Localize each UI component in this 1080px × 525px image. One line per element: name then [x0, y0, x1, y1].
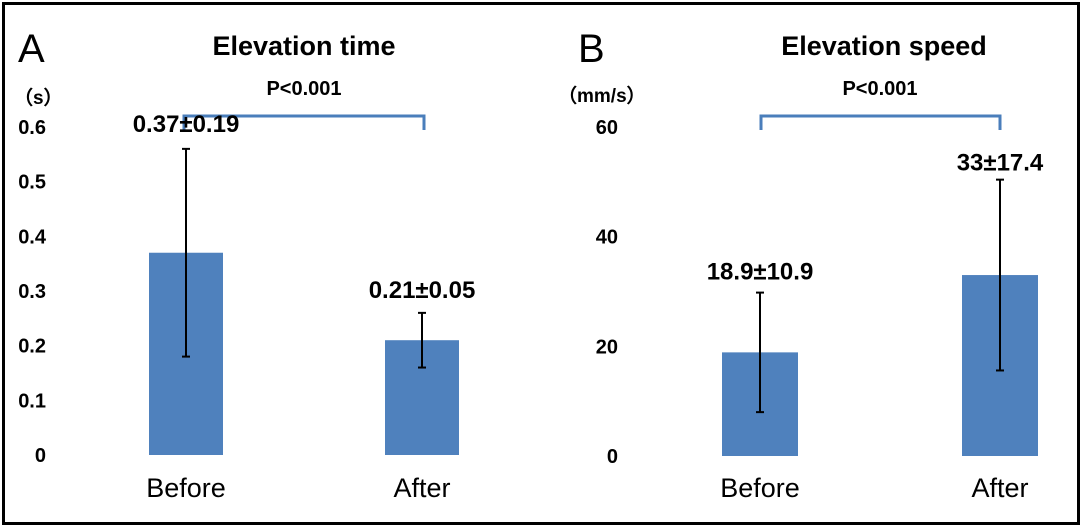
- panel-a-ytick-label: 0: [35, 445, 46, 467]
- panel-b-category-label: Before: [720, 473, 800, 503]
- panel-b-ytick-label: 40: [596, 227, 618, 249]
- panel-b-marks: 0 20 40 60 18.9±10.9 Before 33±17.4 After: [596, 114, 1044, 503]
- panel-a-category-label: Before: [146, 473, 226, 503]
- panel-a-data-label: 0.37±0.19: [133, 111, 240, 138]
- panel-a: A Elevation time P<0.001 （s） 00.10.20.30…: [14, 27, 475, 503]
- panel-b-significance-bracket: [759, 114, 1002, 130]
- panel-b-y-unit: （mm/s）: [558, 84, 646, 107]
- panel-b-ytick-label: 20: [596, 336, 618, 358]
- panel-b-data-label: 33±17.4: [957, 150, 1044, 177]
- panel-b-letter: B: [578, 27, 605, 71]
- panel-b: B Elevation speed P<0.001 （mm/s） 0 20 40 60…: [558, 27, 1044, 503]
- panel-a-ytick-label: 0.6: [18, 117, 46, 139]
- panel-a-pvalue: P<0.001: [266, 78, 341, 100]
- panel-a-significance-bracket: [182, 114, 426, 130]
- panel-b-pvalue: P<0.001: [842, 78, 917, 100]
- panel-b-data-label: 18.9±10.9: [707, 259, 814, 286]
- panel-a-ytick-label: 0.2: [18, 336, 46, 358]
- panel-a-ytick-label: 0.5: [18, 172, 46, 194]
- panel-b-ytick-label: 0: [607, 446, 618, 468]
- panel-b-title: Elevation speed: [781, 31, 987, 61]
- panel-a-ytick-label: 0.4: [18, 226, 47, 248]
- panel-a-title: Elevation time: [212, 31, 395, 61]
- panel-a-marks: 0 0.1 0.2 0.3 0.4 0.5 0.6 0.37±0.19 Before 0.21±0…: [18, 111, 475, 503]
- panel-b-category-label: After: [971, 473, 1028, 503]
- panel-a-ytick-label: 0.3: [18, 281, 46, 303]
- panel-b-ytick-label: 60: [596, 117, 618, 139]
- panel-a-data-label: 0.21±0.05: [369, 277, 476, 304]
- panel-a-letter: A: [18, 27, 45, 71]
- panel-a-ytick-label: 0.1: [18, 390, 46, 412]
- panel-a-category-label: After: [393, 473, 450, 503]
- panel-a-y-unit: （s）: [14, 86, 63, 109]
